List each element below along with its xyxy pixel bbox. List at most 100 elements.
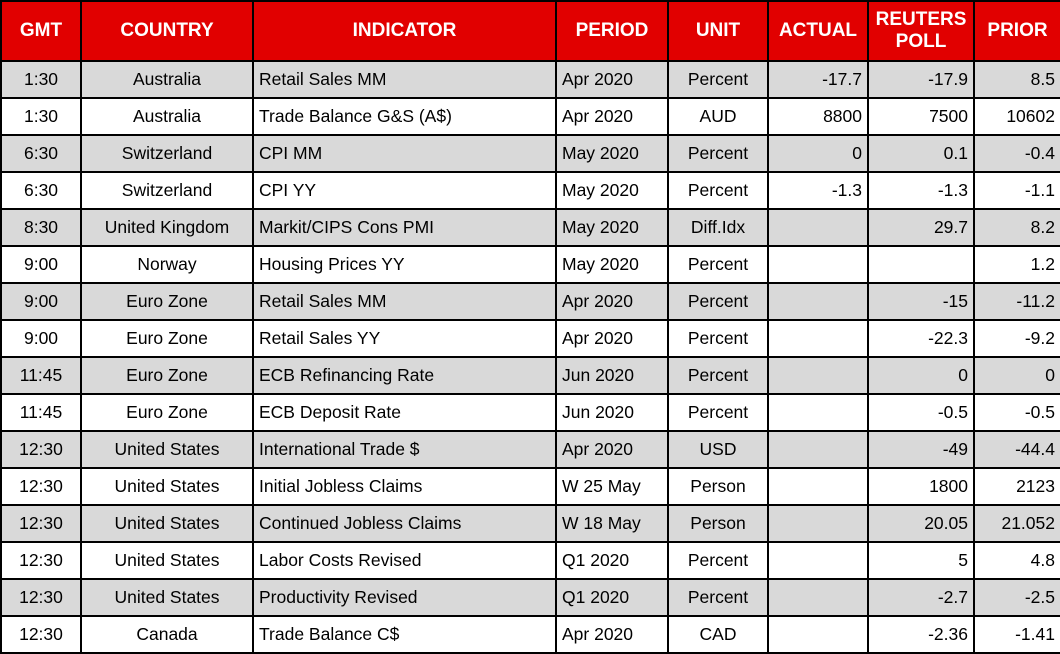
cell-unit: Percent	[667, 356, 769, 395]
cell-gmt: 12:30	[0, 504, 82, 543]
cell-country: United States	[80, 541, 254, 580]
cell-prior: -0.5	[973, 393, 1060, 432]
cell-unit: Diff.Idx	[667, 208, 769, 247]
cell-indicator: Retail Sales MM	[252, 60, 557, 99]
cell-unit: Percent	[667, 319, 769, 358]
cell-unit: Percent	[667, 171, 769, 210]
cell-indicator: Retail Sales MM	[252, 282, 557, 321]
cell-country: Euro Zone	[80, 319, 254, 358]
cell-reuters-poll: 29.7	[867, 208, 975, 247]
cell-period: W 25 May	[555, 467, 669, 506]
cell-country: Australia	[80, 97, 254, 136]
cell-reuters-poll: -1.3	[867, 171, 975, 210]
cell-prior: -1.41	[973, 615, 1060, 654]
cell-indicator: Housing Prices YY	[252, 245, 557, 284]
cell-unit: Percent	[667, 393, 769, 432]
table-row: 12:30 United States Continued Jobless Clai…	[0, 504, 1060, 543]
cell-country: Canada	[80, 615, 254, 654]
cell-period: Apr 2020	[555, 60, 669, 99]
cell-unit: CAD	[667, 615, 769, 654]
cell-period: Apr 2020	[555, 319, 669, 358]
cell-country: United States	[80, 578, 254, 617]
table-body: 1:30 Australia Retail Sales MM Apr 2020 Perc…	[0, 60, 1060, 654]
cell-reuters-poll: 20.05	[867, 504, 975, 543]
cell-gmt: 6:30	[0, 134, 82, 173]
table-row: 12:30 United States Productivity Revised Q1…	[0, 578, 1060, 617]
col-header-period: PERIOD	[555, 0, 669, 62]
cell-reuters-poll: -22.3	[867, 319, 975, 358]
cell-period: May 2020	[555, 245, 669, 284]
table-row: 11:45 Euro Zone ECB Deposit Rate Jun 2020 Pe…	[0, 393, 1060, 432]
cell-period: Apr 2020	[555, 282, 669, 321]
cell-actual	[767, 208, 869, 247]
cell-gmt: 1:30	[0, 60, 82, 99]
col-header-actual: ACTUAL	[767, 0, 869, 62]
cell-reuters-poll: -2.7	[867, 578, 975, 617]
table-row: 9:00 Euro Zone Retail Sales MM Apr 2020 Perc…	[0, 282, 1060, 321]
cell-reuters-poll: 7500	[867, 97, 975, 136]
cell-prior: 21.052	[973, 504, 1060, 543]
cell-prior: 10602	[973, 97, 1060, 136]
cell-reuters-poll: -15	[867, 282, 975, 321]
cell-gmt: 8:30	[0, 208, 82, 247]
cell-actual: 0	[767, 134, 869, 173]
cell-unit: Percent	[667, 134, 769, 173]
cell-actual	[767, 393, 869, 432]
cell-period: May 2020	[555, 134, 669, 173]
cell-reuters-poll: -2.36	[867, 615, 975, 654]
cell-actual: 8800	[767, 97, 869, 136]
table-row: 9:00 Norway Housing Prices YY May 2020 Perce…	[0, 245, 1060, 284]
cell-country: United States	[80, 467, 254, 506]
cell-unit: Percent	[667, 282, 769, 321]
cell-indicator: ECB Refinancing Rate	[252, 356, 557, 395]
cell-unit: Person	[667, 467, 769, 506]
cell-actual	[767, 467, 869, 506]
cell-gmt: 9:00	[0, 282, 82, 321]
cell-actual	[767, 356, 869, 395]
cell-country: United States	[80, 504, 254, 543]
cell-reuters-poll: -17.9	[867, 60, 975, 99]
cell-unit: Percent	[667, 60, 769, 99]
col-header-prior: PRIOR	[973, 0, 1060, 62]
cell-prior: -9.2	[973, 319, 1060, 358]
table-row: 1:30 Australia Trade Balance G&S (A$) Apr 2…	[0, 97, 1060, 136]
cell-actual	[767, 319, 869, 358]
cell-period: Jun 2020	[555, 393, 669, 432]
cell-prior: 4.8	[973, 541, 1060, 580]
cell-country: Switzerland	[80, 171, 254, 210]
table-row: 12:30 United States Labor Costs Revised Q1 …	[0, 541, 1060, 580]
cell-actual: -1.3	[767, 171, 869, 210]
cell-country: United Kingdom	[80, 208, 254, 247]
cell-country: Norway	[80, 245, 254, 284]
cell-gmt: 12:30	[0, 615, 82, 654]
table-row: 6:30 Switzerland CPI MM May 2020 Percent 0 0.1…	[0, 134, 1060, 173]
cell-unit: USD	[667, 430, 769, 469]
table-row: 8:30 United Kingdom Markit/CIPS Cons PMI Ma…	[0, 208, 1060, 247]
cell-prior: -11.2	[973, 282, 1060, 321]
cell-reuters-poll	[867, 245, 975, 284]
table-row: 11:45 Euro Zone ECB Refinancing Rate Jun 20…	[0, 356, 1060, 395]
cell-actual	[767, 282, 869, 321]
cell-indicator: Continued Jobless Claims	[252, 504, 557, 543]
cell-gmt: 1:30	[0, 97, 82, 136]
cell-indicator: Productivity Revised	[252, 578, 557, 617]
cell-gmt: 9:00	[0, 319, 82, 358]
cell-reuters-poll: 0.1	[867, 134, 975, 173]
col-header-indicator: INDICATOR	[252, 0, 557, 62]
cell-unit: Person	[667, 504, 769, 543]
cell-period: Apr 2020	[555, 430, 669, 469]
cell-period: Q1 2020	[555, 578, 669, 617]
cell-gmt: 6:30	[0, 171, 82, 210]
cell-gmt: 11:45	[0, 393, 82, 432]
cell-country: Australia	[80, 60, 254, 99]
col-header-country: COUNTRY	[80, 0, 254, 62]
table-row: 6:30 Switzerland CPI YY May 2020 Percent -1.3…	[0, 171, 1060, 210]
cell-indicator: Labor Costs Revised	[252, 541, 557, 580]
cell-prior: 1.2	[973, 245, 1060, 284]
cell-indicator: Trade Balance G&S (A$)	[252, 97, 557, 136]
cell-indicator: ECB Deposit Rate	[252, 393, 557, 432]
cell-prior: -44.4	[973, 430, 1060, 469]
cell-actual	[767, 578, 869, 617]
cell-indicator: Markit/CIPS Cons PMI	[252, 208, 557, 247]
